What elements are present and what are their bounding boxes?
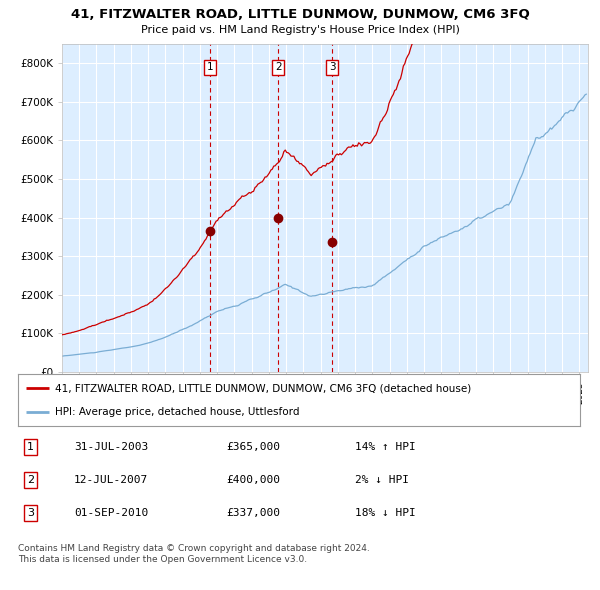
- Text: 2: 2: [275, 62, 281, 72]
- Text: 3: 3: [329, 62, 335, 72]
- Text: 14% ↑ HPI: 14% ↑ HPI: [355, 442, 416, 452]
- Text: 12-JUL-2007: 12-JUL-2007: [74, 475, 148, 485]
- Text: 2: 2: [27, 475, 34, 485]
- Text: £337,000: £337,000: [226, 508, 280, 518]
- Text: 01-SEP-2010: 01-SEP-2010: [74, 508, 148, 518]
- Text: 1: 1: [206, 62, 213, 72]
- Text: Price paid vs. HM Land Registry's House Price Index (HPI): Price paid vs. HM Land Registry's House …: [140, 25, 460, 35]
- Text: 41, FITZWALTER ROAD, LITTLE DUNMOW, DUNMOW, CM6 3FQ (detached house): 41, FITZWALTER ROAD, LITTLE DUNMOW, DUNM…: [55, 383, 471, 393]
- Text: 1: 1: [27, 442, 34, 452]
- Text: 18% ↓ HPI: 18% ↓ HPI: [355, 508, 416, 518]
- Text: £400,000: £400,000: [226, 475, 280, 485]
- Text: £365,000: £365,000: [226, 442, 280, 452]
- Text: 3: 3: [27, 508, 34, 518]
- Text: 2% ↓ HPI: 2% ↓ HPI: [355, 475, 409, 485]
- Text: 31-JUL-2003: 31-JUL-2003: [74, 442, 148, 452]
- Text: Contains HM Land Registry data © Crown copyright and database right 2024.
This d: Contains HM Land Registry data © Crown c…: [18, 545, 370, 563]
- Text: 41, FITZWALTER ROAD, LITTLE DUNMOW, DUNMOW, CM6 3FQ: 41, FITZWALTER ROAD, LITTLE DUNMOW, DUNM…: [71, 8, 529, 21]
- Text: HPI: Average price, detached house, Uttlesford: HPI: Average price, detached house, Uttl…: [55, 407, 299, 417]
